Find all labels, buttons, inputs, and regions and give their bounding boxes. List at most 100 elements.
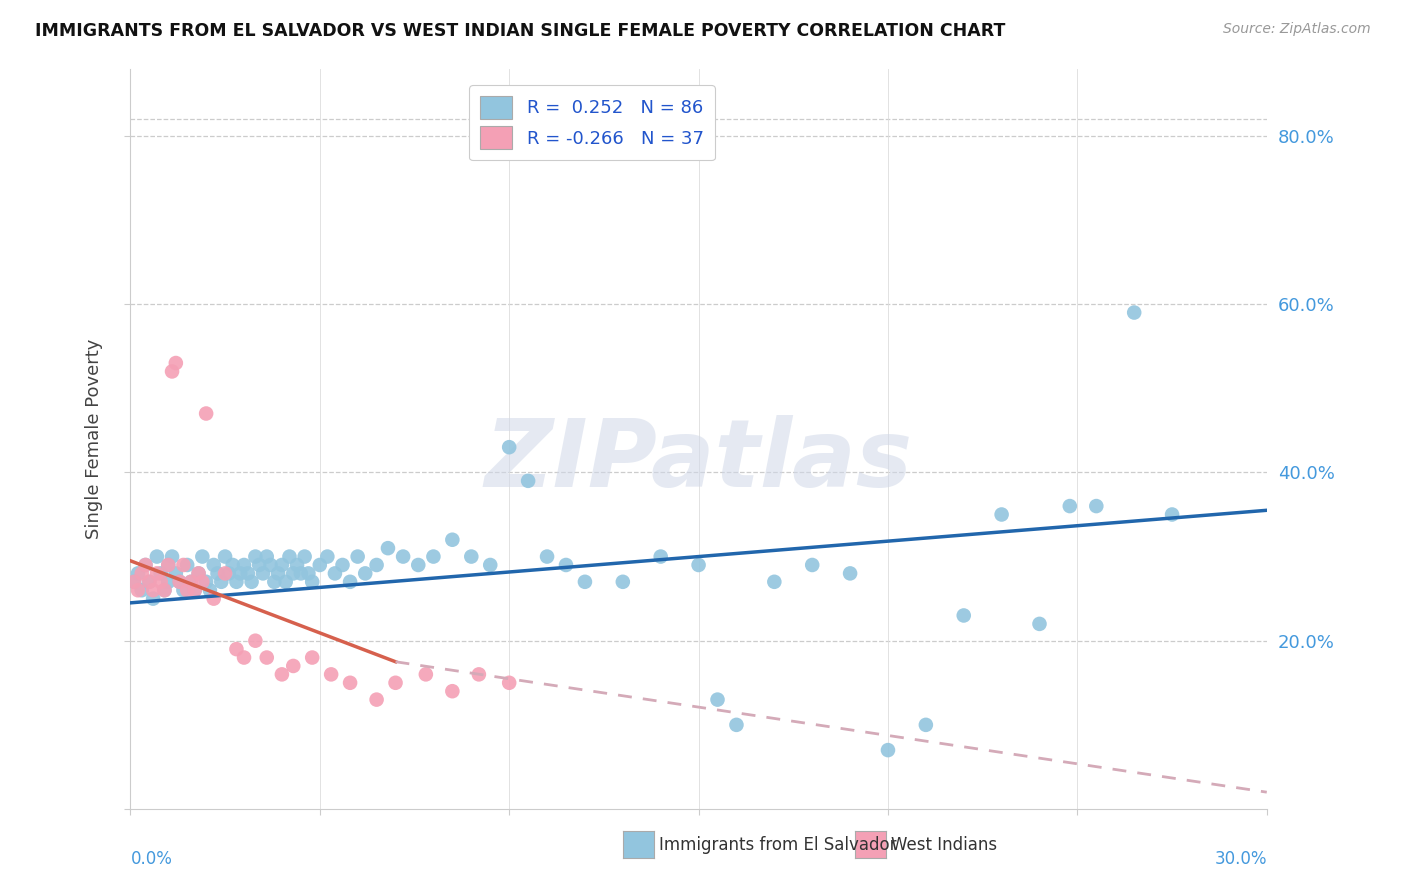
Point	[187, 566, 209, 581]
Point	[165, 566, 187, 581]
Point	[146, 549, 169, 564]
Point	[384, 675, 406, 690]
Point	[240, 574, 263, 589]
Point	[366, 558, 388, 572]
Point	[460, 549, 482, 564]
Point	[172, 583, 194, 598]
Point	[229, 566, 252, 581]
Point	[555, 558, 578, 572]
Point	[915, 718, 938, 732]
Point	[354, 566, 377, 581]
Legend: R =  0.252   N = 86, R = -0.266   N = 37: R = 0.252 N = 86, R = -0.266 N = 37	[470, 85, 714, 161]
Point	[233, 650, 256, 665]
Point	[214, 549, 236, 564]
Point	[498, 440, 520, 454]
Point	[176, 558, 198, 572]
Point	[294, 549, 316, 564]
Point	[245, 633, 267, 648]
Point	[153, 583, 176, 598]
Point	[366, 692, 388, 706]
Point	[274, 574, 297, 589]
Point	[688, 558, 710, 572]
Point	[169, 574, 191, 589]
Point	[169, 574, 191, 589]
Point	[1085, 499, 1108, 513]
Point	[301, 650, 323, 665]
Text: IMMIGRANTS FROM EL SALVADOR VS WEST INDIAN SINGLE FEMALE POVERTY CORRELATION CHA: IMMIGRANTS FROM EL SALVADOR VS WEST INDI…	[35, 22, 1005, 40]
Point	[202, 558, 225, 572]
Point	[127, 583, 149, 598]
Point	[763, 574, 786, 589]
Point	[122, 574, 145, 589]
Point	[160, 364, 183, 378]
Point	[157, 574, 180, 589]
Point	[1123, 305, 1146, 319]
Point	[247, 558, 270, 572]
Point	[135, 558, 157, 572]
Point	[252, 566, 274, 581]
Point	[877, 743, 900, 757]
Point	[839, 566, 862, 581]
Point	[259, 558, 281, 572]
Point	[422, 549, 444, 564]
Point	[180, 574, 202, 589]
Point	[283, 659, 305, 673]
Point	[146, 566, 169, 581]
Point	[990, 508, 1012, 522]
Point	[346, 549, 368, 564]
Text: ZIPatlas: ZIPatlas	[485, 415, 912, 507]
Point	[245, 549, 267, 564]
Point	[256, 549, 278, 564]
Point	[209, 574, 232, 589]
Point	[406, 558, 429, 572]
Point	[142, 591, 165, 606]
Point	[479, 558, 502, 572]
Point	[225, 642, 247, 657]
Point	[612, 574, 634, 589]
Point	[218, 566, 240, 581]
Point	[202, 591, 225, 606]
Point	[127, 566, 149, 581]
Point	[650, 549, 672, 564]
Point	[316, 549, 339, 564]
Point	[267, 566, 290, 581]
Point	[536, 549, 558, 564]
Point	[233, 558, 256, 572]
Point	[184, 583, 207, 598]
Point	[952, 608, 974, 623]
Point	[297, 566, 319, 581]
Point	[1028, 616, 1050, 631]
Point	[157, 558, 180, 572]
Point	[323, 566, 346, 581]
Point	[332, 558, 354, 572]
Point	[1059, 499, 1081, 513]
Point	[278, 549, 301, 564]
Point	[180, 574, 202, 589]
Point	[191, 549, 214, 564]
Point	[157, 558, 180, 572]
Point	[225, 574, 247, 589]
Point	[468, 667, 491, 681]
Point	[321, 667, 343, 681]
Point	[574, 574, 596, 589]
Point	[198, 583, 221, 598]
Point	[191, 574, 214, 589]
Point	[256, 650, 278, 665]
Point	[441, 533, 464, 547]
Point	[138, 574, 160, 589]
Point	[725, 718, 748, 732]
Point	[1161, 508, 1184, 522]
Point	[339, 675, 361, 690]
Point	[498, 675, 520, 690]
Point	[135, 558, 157, 572]
Point	[131, 583, 153, 598]
Point	[172, 558, 194, 572]
Point	[270, 558, 292, 572]
Point	[392, 549, 415, 564]
Point	[184, 583, 207, 598]
Point	[214, 566, 236, 581]
Point	[131, 566, 153, 581]
Text: 30.0%: 30.0%	[1215, 850, 1267, 868]
Point	[283, 566, 305, 581]
Text: 0.0%: 0.0%	[131, 850, 173, 868]
